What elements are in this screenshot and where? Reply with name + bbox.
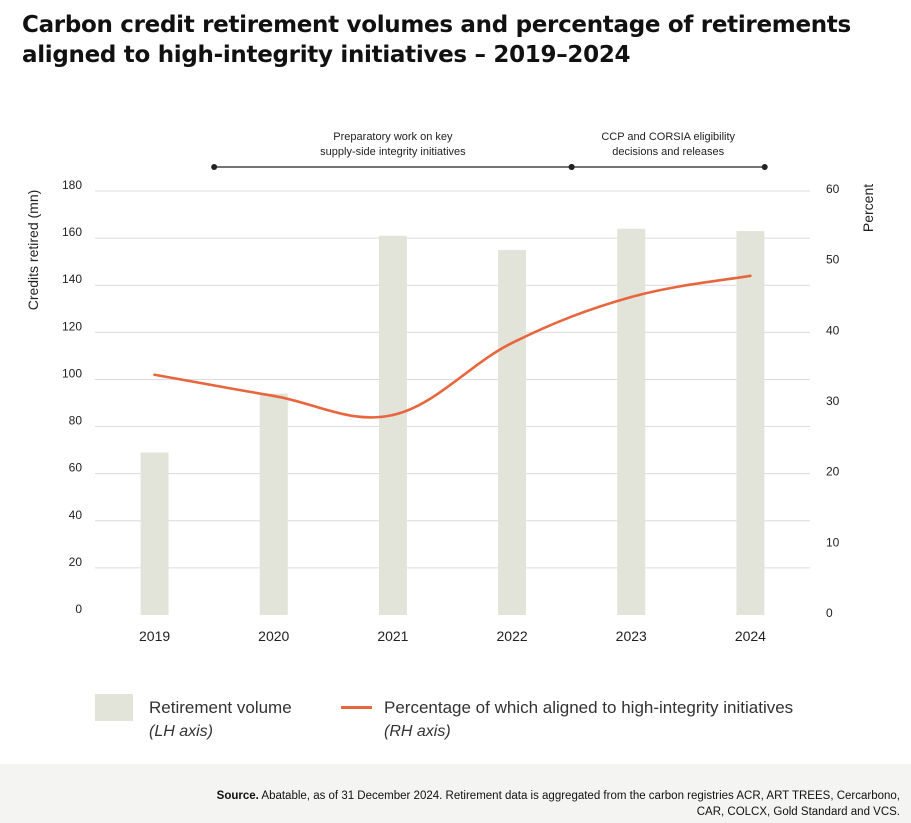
bar-2020: [259, 393, 288, 615]
legend-line-swatch: [341, 706, 372, 709]
line-point-2020: [272, 394, 276, 398]
bar-2023: [617, 228, 646, 615]
line-point-2024: [749, 274, 752, 278]
x-tick-label: 2022: [497, 628, 528, 644]
left-tick-label: 120: [62, 319, 82, 333]
right-tick-label: 0: [826, 606, 833, 620]
line-series: [153, 274, 752, 419]
combo-chart: 0 20 40 60 80 100 120 140 160 180 0 10 20 30 40 50 60 Cre…: [25, 131, 876, 644]
right-tick-label: 40: [826, 323, 840, 337]
legend-bar-sub: (LH axis): [149, 723, 214, 740]
line-point-2022: [510, 341, 514, 345]
line-point-2023: [629, 295, 633, 299]
annotation-dot: [211, 164, 218, 170]
source-note: Source. Abatable, as of 31 December 2024…: [200, 788, 900, 820]
annotation-text: CCP and CORSIA eligibility: [601, 131, 735, 143]
axes: 0 20 40 60 80 100 120 140 160 180 0 10 20 30 40 50 60 Cre…: [25, 178, 876, 644]
right-tick-label: 60: [826, 182, 840, 196]
annotations: Preparatory work on key supply-side integ…: [211, 131, 768, 170]
left-tick-label: 180: [62, 178, 82, 192]
left-tick-label: 80: [69, 414, 83, 428]
annotation-dot: [761, 164, 768, 170]
right-tick-label: 10: [826, 535, 840, 549]
legend-line-sub: (RH axis): [384, 723, 451, 740]
right-axis-title: Percent: [860, 184, 876, 232]
bar-2024: [736, 231, 765, 616]
bar-2021: [378, 235, 407, 615]
right-tick-label: 30: [826, 394, 840, 408]
x-tick-label: 2019: [139, 628, 170, 644]
legend-line-label: Percentage of which aligned to high-inte…: [384, 698, 794, 717]
percent-line: [154, 274, 751, 419]
line-point-2019: [153, 373, 156, 377]
gridlines: [95, 190, 810, 569]
right-tick-label: 50: [826, 253, 840, 267]
chart-title: Carbon credit retirement volumes and per…: [22, 12, 851, 68]
left-tick-label: 160: [62, 225, 82, 239]
x-tick-label: 2023: [616, 628, 647, 644]
left-tick-label: 0: [75, 602, 82, 616]
bar-series: [140, 228, 765, 616]
annotation-dot: [568, 164, 575, 170]
left-tick-label: 100: [62, 366, 82, 380]
annotation-text: supply-side integrity initiatives: [320, 146, 466, 158]
source-label: Source.: [216, 790, 259, 802]
left-tick-label: 60: [69, 461, 83, 475]
bar-2019: [140, 452, 169, 615]
source-text: Abatable, as of 31 December 2024. Retire…: [258, 790, 900, 818]
line-point-2021: [391, 413, 395, 417]
left-tick-label: 140: [62, 272, 82, 286]
left-axis-title: Credits retired (mn): [25, 190, 41, 311]
annotation-text: decisions and releases: [612, 146, 724, 158]
bar-2022: [498, 249, 527, 615]
x-tick-label: 2020: [258, 628, 289, 644]
left-tick-label: 40: [69, 508, 83, 522]
right-tick-label: 20: [826, 465, 840, 479]
x-tick-label: 2021: [377, 628, 408, 644]
left-tick-label: 20: [69, 555, 83, 569]
annotation-text: Preparatory work on key: [333, 131, 453, 143]
legend-bar-swatch: [95, 694, 133, 721]
footer: Source. Abatable, as of 31 December 2024…: [0, 764, 911, 823]
legend-bar-label: Retirement volume: [149, 698, 292, 717]
x-tick-label: 2024: [735, 628, 766, 644]
